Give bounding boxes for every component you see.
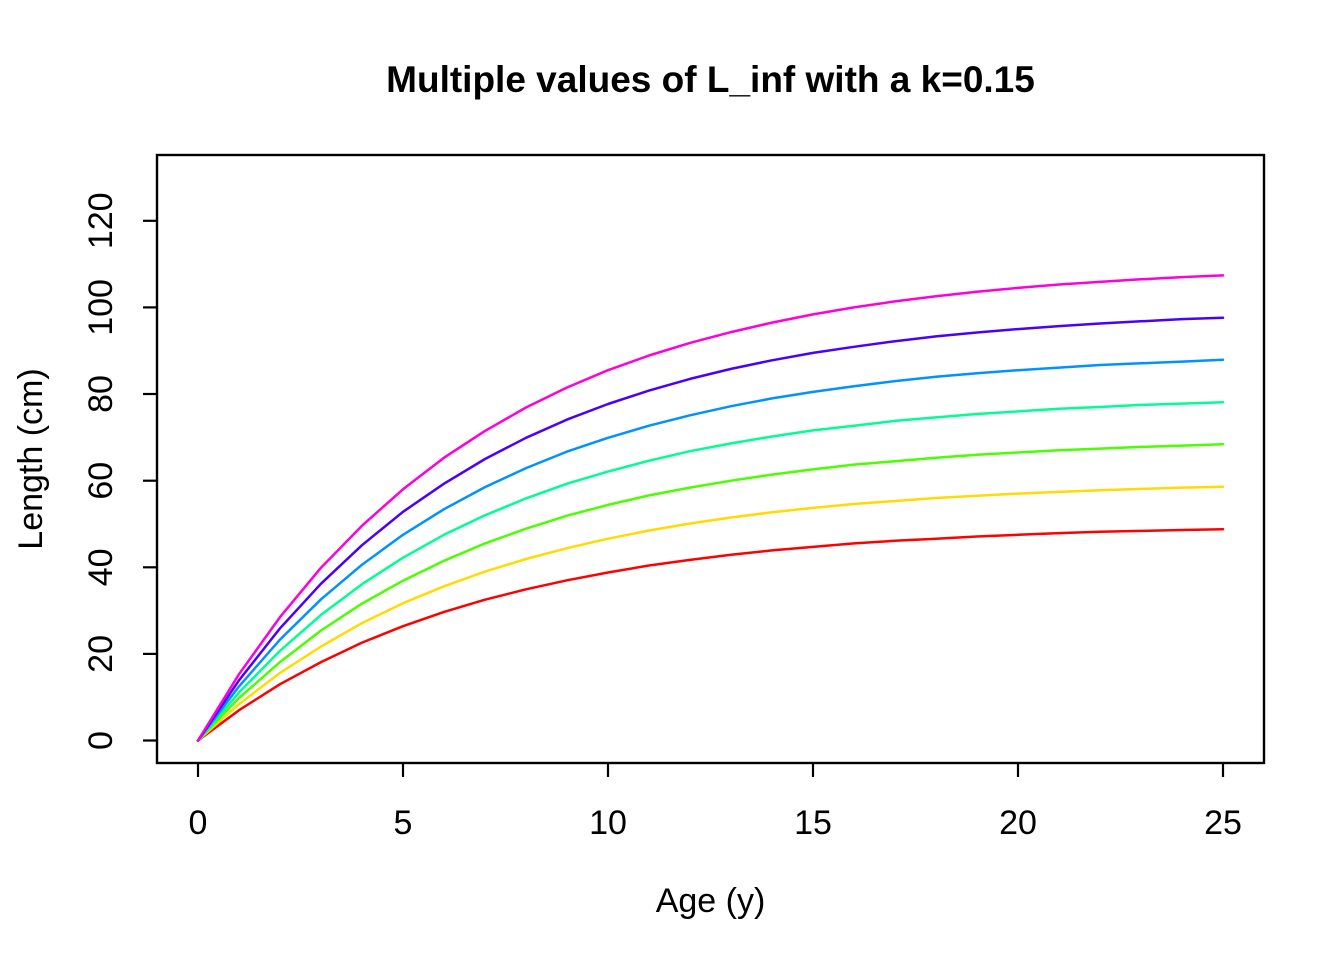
y-tick-label: 20 [82,635,120,673]
y-tick-label: 100 [82,279,120,336]
x-tick-label: 15 [794,804,832,842]
y-tick-label: 80 [82,375,120,413]
y-axis: 0 20 40 60 80 100 120 Length (cm) [12,192,157,750]
series-lines [196,274,1225,742]
x-tick-group: 0 5 10 15 20 25 [189,763,1242,842]
series-line-L_inf=110 [196,274,1225,742]
y-tick-label: 0 [82,731,120,750]
x-tick-label: 25 [1204,804,1242,842]
x-tick-label: 10 [589,804,627,842]
x-axis-title: Age (y) [656,882,766,920]
series-line-L_inf=50 [196,527,1225,742]
x-axis: 0 5 10 15 20 25 Age (y) [189,763,1242,920]
x-tick-label: 0 [189,804,208,842]
x-tick-label: 20 [999,804,1037,842]
y-tick-label: 60 [82,462,120,500]
chart-title: Multiple values of L_inf with a k=0.15 [386,59,1035,100]
series-line-L_inf=80 [196,401,1225,742]
y-tick-group: 0 20 40 60 80 100 120 [82,192,157,750]
plot-box [155,153,1266,765]
x-tick-label: 5 [394,804,413,842]
series-line-L_inf=100 [196,316,1225,742]
series-line-L_inf=70 [196,443,1225,742]
y-axis-title: Length (cm) [12,368,50,549]
series-line-L_inf=60 [196,485,1225,742]
y-tick-label: 40 [82,548,120,586]
series-line-L_inf=90 [196,358,1225,742]
y-tick-label: 120 [82,192,120,249]
